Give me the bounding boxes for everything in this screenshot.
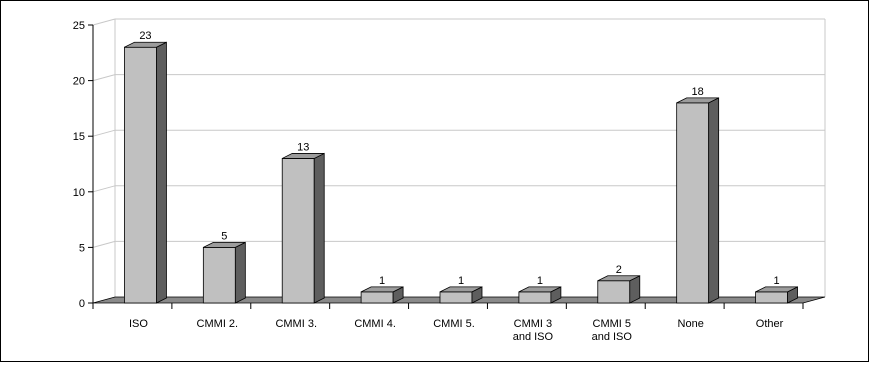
bar-front-1 (202, 246, 236, 304)
category-label-line: Other (756, 318, 784, 330)
bar-2 (281, 152, 325, 304)
data-label-5: 1 (537, 275, 543, 287)
bar-front-3 (360, 291, 394, 304)
category-label-4: CMMI 5. (433, 318, 475, 330)
category-label-line: CMMI 3. (275, 318, 317, 330)
bar-front-6 (597, 280, 631, 304)
bar-front-2 (281, 158, 315, 304)
category-label-3: CMMI 4. (354, 318, 396, 330)
bar-4 (439, 286, 483, 304)
gridline-depth-4 (92, 74, 116, 82)
bar-top-0 (124, 41, 167, 48)
bar-top-8 (755, 286, 798, 293)
data-label-2: 13 (297, 141, 309, 153)
category-label-line: CMMI 5. (433, 318, 475, 330)
bar-5 (518, 286, 562, 304)
data-label-3: 1 (379, 275, 385, 287)
bar-0 (124, 41, 167, 304)
category-label-2: CMMI 3. (275, 318, 317, 330)
category-label-line: ISO (129, 318, 148, 330)
category-label-line: None (678, 318, 704, 330)
y-tick-label-0: 0 (79, 298, 85, 310)
bar-top-1 (203, 241, 246, 248)
category-label-line: CMMI 5 (593, 318, 632, 330)
data-label-4: 1 (458, 275, 464, 287)
y-tick-label-2: 10 (73, 187, 85, 199)
bar-side-2 (313, 152, 325, 304)
y-tick-label-4: 20 (73, 76, 85, 88)
gridline-depth-3 (92, 129, 116, 137)
category-label-1: CMMI 2. (197, 318, 239, 330)
bar-front-4 (439, 291, 473, 304)
bar-top-3 (360, 286, 404, 293)
bar-8 (755, 286, 798, 304)
category-label-7: None (678, 318, 704, 330)
category-label-5: CMMI 3 and ISO (513, 318, 554, 343)
category-label-8: Other (756, 318, 784, 330)
y-tick-label-5: 25 (73, 20, 85, 32)
category-label-line: CMMI 2. (197, 318, 239, 330)
bar-top-6 (597, 275, 640, 282)
category-label-0: ISO (129, 318, 148, 330)
axes: ISO CMMI 2. CMMI 3. CMMI 4. CMMI 5. CMMI 3 and… (73, 20, 804, 343)
bar-front-0 (124, 46, 157, 304)
bar-side-0 (156, 41, 167, 304)
category-label-line: and ISO (592, 331, 633, 343)
bar-3 (360, 286, 404, 304)
data-label-0: 23 (139, 30, 151, 42)
category-label-line: CMMI 3 (514, 318, 553, 330)
bars (124, 41, 798, 304)
data-label-1: 5 (221, 230, 227, 242)
y-tick-label-1: 5 (79, 242, 85, 254)
bar-top-2 (282, 153, 325, 159)
bar-top-5 (518, 286, 562, 293)
gridline-depth-1 (92, 240, 116, 248)
data-labels: 23 5 13 1 1 1 2 18 1 (139, 30, 779, 287)
data-label-6: 2 (616, 264, 622, 276)
bar-top-4 (439, 286, 483, 293)
category-label-line: CMMI 4. (354, 318, 396, 330)
bar-front-7 (676, 102, 710, 304)
gridline-depth-2 (92, 185, 116, 193)
data-label-8: 1 (773, 275, 779, 287)
bar-side-7 (708, 97, 720, 304)
bar-top-7 (676, 97, 719, 104)
bar-7 (676, 97, 720, 304)
gridline-depth-5 (92, 18, 116, 26)
bar-front-5 (518, 291, 552, 304)
bar-1 (202, 241, 246, 304)
y-tick-label-3: 15 (73, 131, 85, 143)
bar-side-1 (234, 241, 246, 304)
data-label-7: 18 (692, 86, 704, 98)
bar-front-8 (755, 291, 788, 304)
bar-6 (597, 275, 641, 304)
category-label-6: CMMI 5 and ISO (592, 318, 633, 343)
category-label-line: and ISO (513, 331, 554, 343)
